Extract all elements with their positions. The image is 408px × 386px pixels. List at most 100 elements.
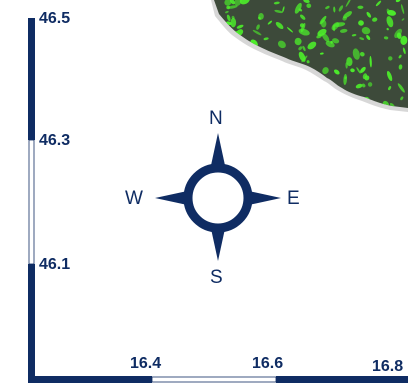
vegetation-patch (299, 93, 305, 97)
latitude-scale-bar (28, 18, 35, 383)
vegetation-patch (286, 27, 294, 33)
lon-tick-label: 16.4 (130, 355, 162, 372)
vegetation-patch (321, 32, 330, 42)
vegetation-patch (301, 55, 308, 63)
vegetation-patch (226, 82, 237, 90)
vegetation-patch (386, 27, 389, 31)
compass-east-label: E (287, 188, 300, 209)
vegetation-patch (398, 54, 402, 59)
lon-tick-label: 16.6 (252, 355, 284, 372)
vegetation-patch (307, 41, 317, 50)
west-arrow (155, 190, 192, 206)
vegetation-patch (322, 99, 326, 102)
vegetation-patch (342, 99, 347, 106)
vegetation-patch (227, 5, 238, 9)
vegetation-patch (214, 37, 218, 42)
vegetation-patch (254, 78, 262, 85)
vegetation-patch (299, 23, 305, 28)
vegetation-patch (358, 20, 364, 26)
vegetation-patch (343, 11, 352, 19)
vegetation-patch (242, 83, 249, 92)
vegetation-patch (229, 94, 234, 99)
vegetation-patch (332, 38, 340, 44)
vegetation-patch (267, 20, 273, 25)
vegetation-patch (214, 83, 219, 90)
vegetation-patch (297, 101, 307, 104)
vegetation-patch (263, 37, 269, 41)
vegetation-patch (299, 101, 304, 108)
vegetation-patch (369, 55, 372, 68)
vegetation-patch (294, 37, 302, 46)
vegetation-patch (386, 71, 393, 81)
lon-tick-label: 16.8 (372, 358, 404, 375)
vegetation-patch (386, 16, 394, 28)
vegetation-patch (255, 76, 263, 83)
vegetation-patch (299, 100, 309, 108)
vegetation-patch (245, 91, 252, 97)
vegetation-patch (282, 6, 285, 13)
vegetation-patch (298, 28, 310, 36)
compass-ring (183, 163, 253, 233)
vegetation-patch (301, 77, 309, 83)
vegetation-patch (229, 0, 236, 5)
vegetation-patch (356, 67, 361, 74)
vegetation-patch (227, 77, 235, 84)
vegetation-patch (333, 22, 346, 27)
vegetation-patch (350, 68, 355, 73)
vegetation-patch (343, 73, 348, 86)
vegetation-patch (252, 29, 262, 36)
vegetation-patch (398, 64, 403, 70)
vegetation-patch (297, 93, 306, 99)
vegetation-patch (359, 37, 365, 41)
vegetation-patch (277, 69, 286, 76)
vegetation-patch (388, 86, 392, 91)
east-arrow (244, 190, 281, 206)
vegetation-patch (366, 11, 372, 18)
vegetation-patch (339, 28, 348, 33)
vegetation-patch (333, 69, 340, 75)
vegetation-patch (280, 89, 288, 93)
vegetation-patch (236, 24, 244, 29)
vegetation-patch (224, 0, 232, 6)
vegetation-patch (375, 0, 382, 7)
vegetation-patch (330, 40, 333, 44)
vegetation-patch (285, 93, 295, 100)
vegetation-patch (294, 2, 302, 14)
vegetation-patch (388, 56, 393, 61)
vegetation-patch (234, 87, 242, 93)
vegetation-patch (235, 74, 239, 86)
vegetation-patch (233, 43, 238, 55)
vegetation-patch (302, 45, 306, 52)
vegetation-patch (303, 0, 310, 3)
vegetation-patch (395, 0, 401, 3)
vegetation-patch (361, 27, 371, 35)
vegetation-patch (237, 61, 245, 67)
vegetation-patch (400, 4, 405, 15)
vegetation-patch (357, 5, 364, 9)
vegetation-patch (352, 48, 360, 60)
vegetation-patch (372, 17, 378, 22)
vegetation-patch (237, 80, 242, 85)
vegetation-patch (383, 36, 389, 40)
vegetation-patch (234, 0, 242, 6)
vegetation-patch (225, 10, 229, 14)
vegetation-patch (210, 50, 214, 57)
vegetation-patch (275, 21, 284, 30)
compass-south-label: S (210, 267, 223, 288)
vegetation-patch (214, 35, 218, 40)
vegetation-patch (401, 18, 405, 21)
compass-west-label: W (125, 188, 143, 209)
vegetation-patch (218, 37, 226, 45)
vegetation-patch (366, 34, 371, 41)
vegetation-patch (230, 17, 237, 28)
land-region (214, 0, 408, 108)
south-arrow (210, 224, 226, 261)
vegetation-patch (325, 5, 330, 10)
north-arrow (210, 133, 226, 170)
vegetation-patch (394, 28, 403, 39)
compass-north-label: N (209, 108, 223, 129)
vegetation-patch (301, 86, 310, 94)
vegetation-patch (298, 46, 303, 51)
lat-tick-label: 46.1 (39, 256, 71, 273)
